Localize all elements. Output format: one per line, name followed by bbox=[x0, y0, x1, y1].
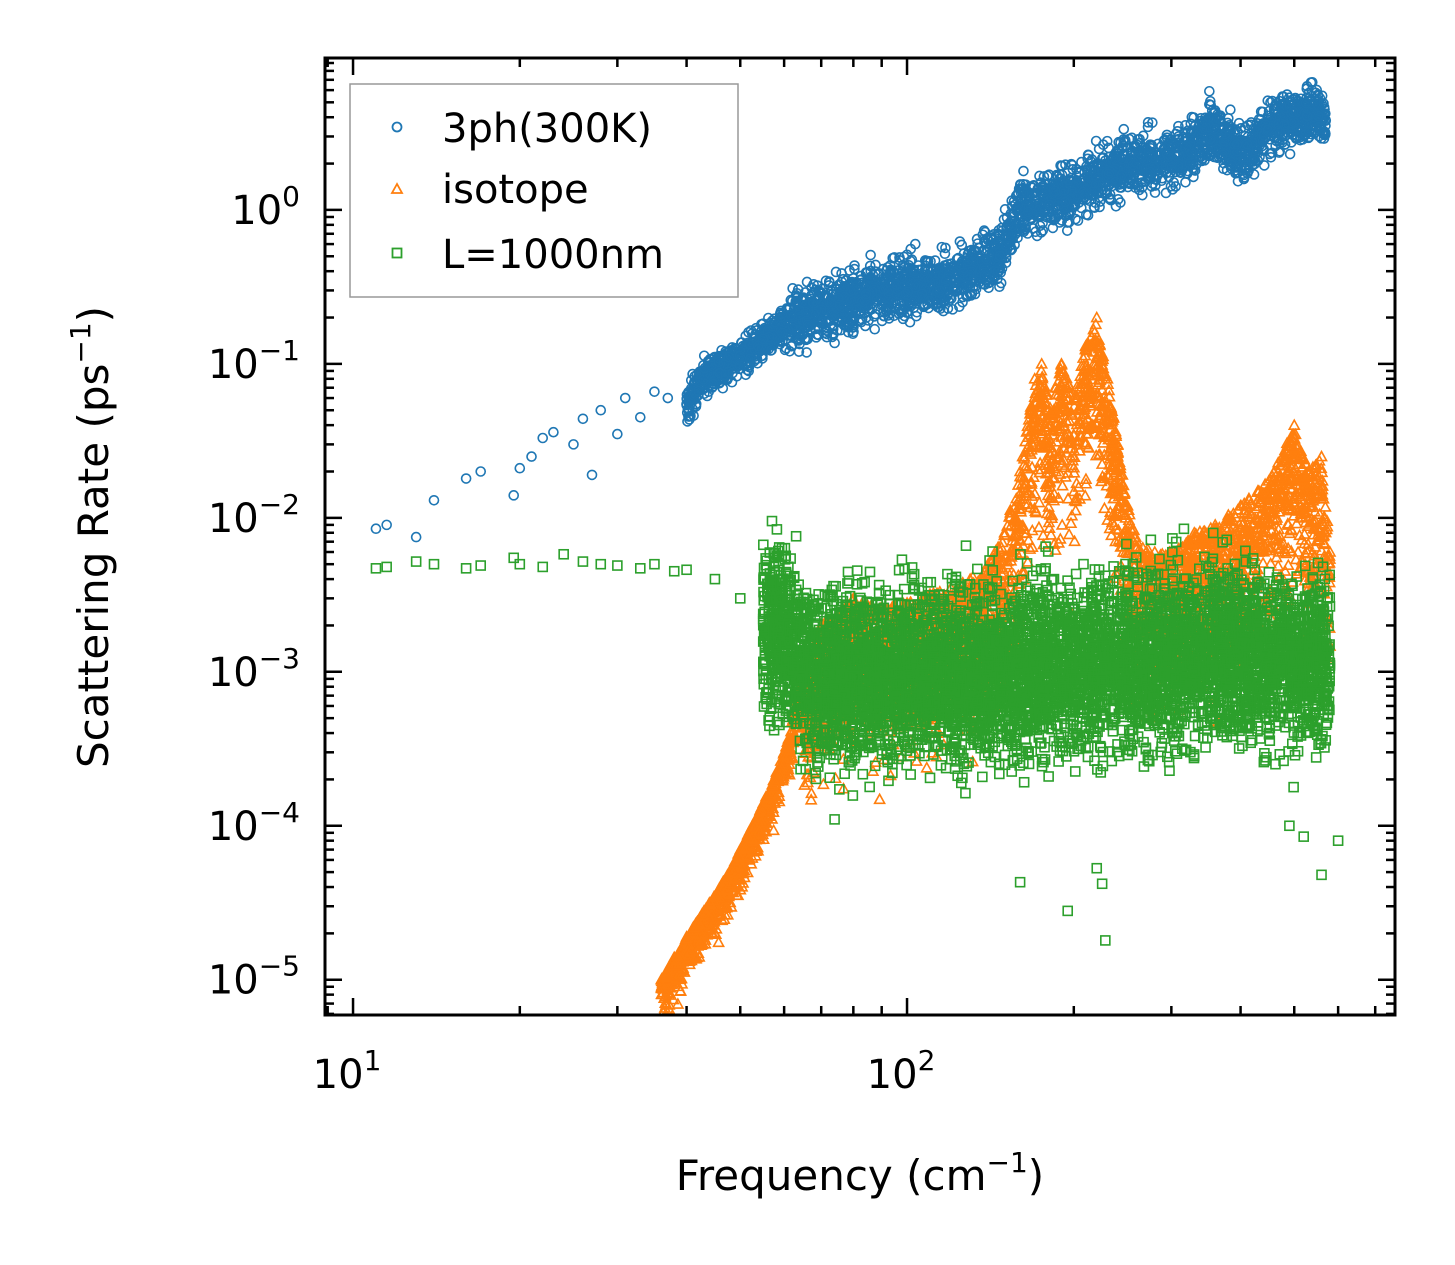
data-point bbox=[428, 494, 440, 506]
data-point bbox=[508, 490, 520, 501]
plot-area bbox=[370, 76, 1344, 1015]
data-point bbox=[612, 428, 623, 440]
data-point bbox=[537, 432, 549, 444]
data-point bbox=[634, 411, 646, 423]
data-point bbox=[830, 266, 842, 278]
data-point bbox=[1072, 215, 1084, 226]
data-point bbox=[649, 386, 660, 397]
series-layer bbox=[370, 76, 1344, 1015]
data-point bbox=[568, 439, 579, 450]
data-point bbox=[954, 236, 966, 247]
data-point bbox=[619, 392, 631, 404]
data-point bbox=[662, 392, 674, 404]
data-point bbox=[526, 451, 537, 462]
data-point bbox=[410, 531, 422, 543]
data-point bbox=[475, 466, 487, 477]
data-point bbox=[586, 469, 598, 481]
data-point bbox=[370, 523, 382, 535]
data-point bbox=[595, 404, 607, 416]
data-point bbox=[1284, 148, 1296, 160]
data-point bbox=[381, 519, 392, 531]
data-point bbox=[548, 426, 559, 438]
data-point bbox=[514, 462, 526, 474]
series-3ph-300k- bbox=[370, 76, 1332, 543]
data-point bbox=[1180, 120, 1191, 131]
data-point bbox=[577, 413, 589, 425]
data-point bbox=[460, 473, 472, 484]
